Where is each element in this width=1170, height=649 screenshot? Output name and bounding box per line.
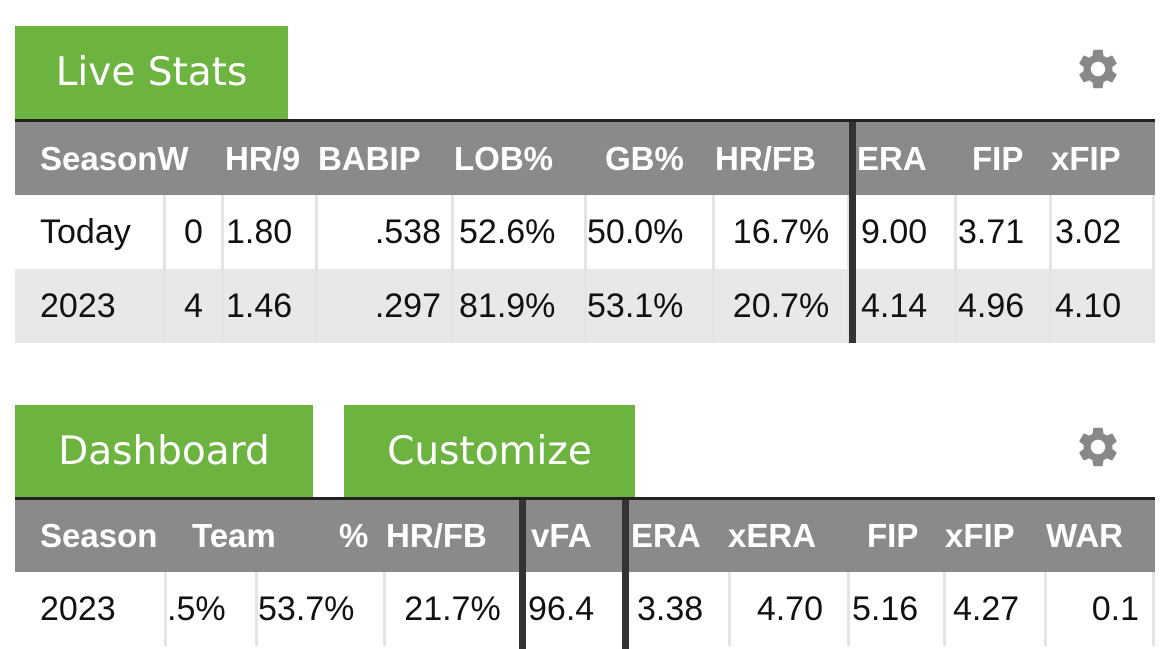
cell-w: 4 — [166, 269, 224, 343]
cell-war: 0.1 — [1047, 572, 1155, 646]
column-header-gb-pct[interactable]: GB% — [605, 139, 684, 177]
table-row: 2023 4 1.46 .297 81.9% 53.1% 20.7% 4.14 … — [15, 269, 1155, 343]
cell-xfip: 3.02 — [1052, 195, 1155, 269]
column-header-vfa[interactable]: vFA — [531, 517, 592, 554]
column-header-pct[interactable]: % — [339, 517, 369, 554]
table-header-row: Season Team % HR/FB vFA ERA xERA FIP xFI… — [15, 500, 1155, 572]
column-header-hr-fb[interactable]: HR/FB — [386, 517, 487, 554]
cell-w: 0 — [166, 195, 224, 269]
gear-icon[interactable] — [1074, 45, 1122, 93]
cell-era: 4.14 — [857, 269, 957, 343]
column-header-war[interactable]: WAR — [1046, 517, 1123, 554]
cell-babip: .538 — [318, 195, 454, 269]
table-row: 2023 .5% 53.7% 21.7% 96.4 3.38 4.70 5.16… — [15, 572, 1155, 646]
cell-xfip: 4.27 — [946, 572, 1047, 646]
column-header-xfip[interactable]: xFIP — [1051, 139, 1121, 177]
cell-fip: 3.71 — [957, 195, 1052, 269]
cell-vfa: 96.4 — [522, 572, 626, 646]
column-header-hr9[interactable]: HR/9 — [225, 139, 301, 177]
cell-season: Today — [15, 195, 166, 269]
cell-hr9: 1.80 — [224, 195, 318, 269]
frozen-column-divider — [519, 500, 526, 649]
cell-team: .5% — [167, 572, 258, 646]
cell-lob-pct: 81.9% — [454, 269, 587, 343]
column-header-fip[interactable]: FIP — [972, 139, 1024, 177]
cell-era: 9.00 — [857, 195, 957, 269]
panel-divider — [15, 497, 1155, 500]
cell-hr-fb: 16.7% — [715, 195, 850, 269]
dashboard-table: Season Team % HR/FB vFA ERA xERA FIP xFI… — [15, 500, 1155, 649]
cell-pct: 53.7% — [258, 572, 386, 646]
column-header-era[interactable]: ERA — [631, 517, 701, 554]
tab-dashboard[interactable]: Dashboard — [15, 405, 313, 497]
column-header-hr-fb[interactable]: HR/FB — [715, 139, 816, 177]
tab-customize[interactable]: Customize — [344, 405, 635, 497]
cell-hr9: 1.46 — [224, 269, 318, 343]
cell-gb-pct: 53.1% — [587, 269, 715, 343]
frozen-column-divider — [622, 500, 629, 649]
cell-hr-fb: 21.7% — [386, 572, 522, 646]
cell-hr-fb: 20.7% — [715, 269, 850, 343]
cell-xfip: 4.10 — [1052, 269, 1155, 343]
column-header-xera[interactable]: xERA — [728, 517, 817, 554]
table-header-row: SeasonW HR/9 BABIP LOB% GB% HR/FB ERA FI… — [15, 122, 1155, 195]
cell-era: 3.38 — [626, 572, 731, 646]
cell-babip: .297 — [318, 269, 454, 343]
cell-season: 2023 — [15, 572, 167, 646]
column-header-lob-pct[interactable]: LOB% — [454, 139, 553, 177]
cell-xera: 4.70 — [731, 572, 850, 646]
tab-live-stats[interactable]: Live Stats — [15, 26, 288, 119]
column-header-team[interactable]: Team — [192, 517, 276, 554]
cell-fip: 4.96 — [957, 269, 1052, 343]
cell-lob-pct: 52.6% — [454, 195, 587, 269]
panel-divider — [15, 119, 1155, 122]
column-header-season-w[interactable]: SeasonW — [40, 139, 189, 177]
column-header-xfip[interactable]: xFIP — [945, 517, 1015, 554]
column-header-fip[interactable]: FIP — [867, 517, 919, 554]
table-row: Today 0 1.80 .538 52.6% 50.0% 16.7% 9.00… — [15, 195, 1155, 269]
gear-icon[interactable] — [1074, 423, 1122, 471]
live-stats-table: SeasonW HR/9 BABIP LOB% GB% HR/FB ERA FI… — [15, 122, 1155, 343]
cell-gb-pct: 50.0% — [587, 195, 715, 269]
column-header-season[interactable]: Season — [40, 517, 158, 554]
column-header-babip[interactable]: BABIP — [318, 139, 421, 177]
column-header-era[interactable]: ERA — [857, 139, 927, 177]
frozen-column-divider — [849, 122, 856, 343]
cell-fip: 5.16 — [850, 572, 946, 646]
cell-season: 2023 — [15, 269, 166, 343]
